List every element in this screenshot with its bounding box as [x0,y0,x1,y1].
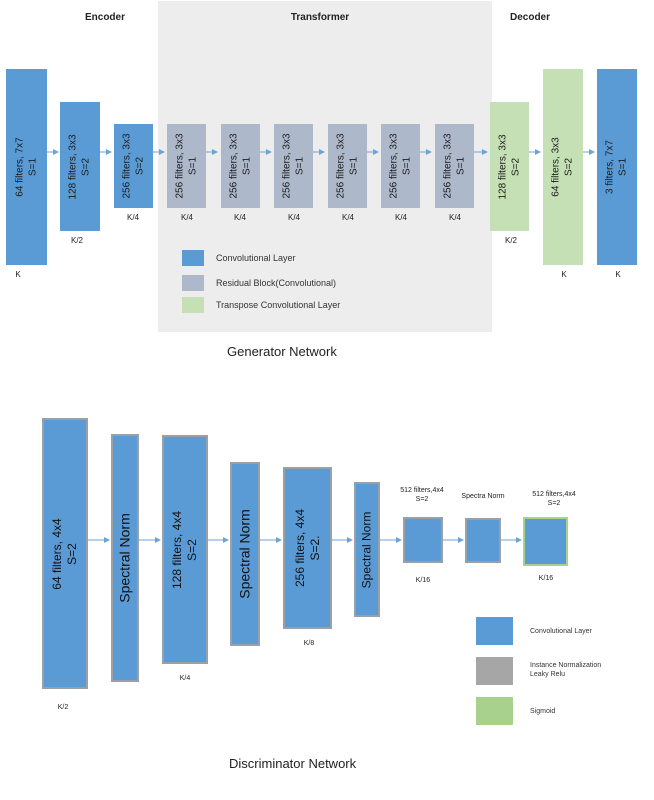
disc-size-label: K/16 [415,577,431,584]
gen-size-label: K/4 [448,213,461,222]
legend-swatch-conv [182,250,204,266]
disc-size-label: K/2 [57,704,69,711]
gen-residual-block-4: 256 filters, 3x3 S=1 [328,124,367,208]
disc-small-filters: 512 filters,4x4 S=2 [521,490,587,508]
disc-block-filters: 64 filters, 4x4 [50,517,64,590]
gen-size-label: K/4 [394,213,407,222]
legend-swatch-residual [182,275,204,291]
gen-size-label: K/4 [341,213,354,222]
disc-spectral-norm-3: Spectral Norm [354,482,380,617]
gen-block-filters: 256 filters, 3x3 [388,133,399,199]
disc-block-stride: S=2 [65,542,79,565]
gen-size-label: K [561,270,567,279]
gen-block-conv-2: 128 filters, 3x3 S=2 [60,102,100,231]
disc-block-conv-4 [403,517,443,563]
gen-block-conv-3: 256 filters, 3x3 S=2 [114,124,153,208]
gen-size-label: K/4 [126,213,139,222]
disc-size-label: K/16 [538,575,554,582]
disc-small-stride: S=2 [547,500,561,508]
gen-block-stride: S=2 [80,157,91,176]
gen-size-label: K [15,270,21,279]
gen-block-stride: S=2 [509,157,521,176]
disc-legend-label-sigmoid: Sigmoid [530,708,556,715]
gen-block-filters: 3 filters, 7x7 [604,140,616,194]
gen-block-stride: S=1 [293,156,305,176]
gen-block-stride: S=2 [133,156,145,176]
disc-block-conv-2: 128 filters, 4x4 S=2 [162,435,208,664]
transformer-label: Transformer [290,12,350,23]
disc-norm-label: Spectral Norm [359,511,374,588]
legend-swatch-transpose [182,297,204,313]
disc-block-filters: 128 filters, 4x4 [170,510,184,589]
gen-transpose-block-1: 128 filters, 3x3 S=2 [490,102,529,231]
disc-size-label: K/8 [303,640,315,647]
disc-legend-swatch-sigmoid [476,697,513,725]
gen-residual-block-6: 256 filters, 3x3 S=1 [435,124,474,208]
gen-block-stride: S=1 [240,156,252,176]
gen-transpose-block-2: 64 filters, 3x3 S=2 [543,69,583,265]
gen-block-filters: 64 filters, 7x7 [14,137,25,197]
disc-legend-swatch-conv [476,617,513,645]
gen-size-label: K/2 [70,236,83,245]
disc-small-filters-line1: 512 filters,4x4 [400,487,444,494]
encoder-label: Encoder [84,12,125,23]
disc-legend-label-conv: Convolutional Layer [530,628,592,635]
disc-block-sigmoid [523,517,568,566]
gen-block-filters: 256 filters, 3x3 [281,133,292,199]
decoder-label: Decoder [509,12,550,23]
disc-size-label: K/4 [179,675,191,682]
disc-legend-label-norm: Instance Normalization Leaky Relu [530,662,602,679]
legend-label-conv: Convolutional Layer [216,253,296,263]
disc-small-norm-label: Spectra Norm [461,493,505,500]
disc-block-conv-3: 256 filters, 4x4 S=2. [283,467,332,629]
gen-residual-block-1: 256 filters, 3x3 S=1 [167,124,206,208]
gen-size-label: K/4 [180,213,193,222]
discriminator-title: Discriminator Network [229,756,357,771]
disc-block-conv-1: 64 filters, 4x4 S=2 [42,418,88,689]
legend-label-residual: Residual Block(Convolutional) [216,278,337,288]
gen-block-conv-1: 64 filters, 7x7 S=1 [6,69,47,265]
disc-spectral-norm-4 [465,518,501,563]
disc-legend-swatch-norm [476,657,513,685]
disc-small-filters: 512 filters,4x4 S=2 [392,486,452,504]
gen-block-stride: S=1 [26,157,38,177]
gen-block-stride: S=1 [347,156,359,176]
gen-block-conv-output: 3 filters, 7x7 S=1 [597,69,637,265]
gen-size-label: K/4 [233,213,246,222]
gen-block-filters: 256 filters, 3x3 [335,133,346,199]
disc-small-filters-line1: 512 filters,4x4 [532,491,576,498]
gen-residual-block-2: 256 filters, 3x3 S=1 [221,124,260,208]
disc-spectral-norm-1: Spectral Norm [111,434,139,682]
disc-block-filters: 256 filters, 4x4 [292,508,307,588]
gen-block-filters: 256 filters, 3x3 [174,133,185,199]
gen-residual-block-5: 256 filters, 3x3 S=1 [381,124,420,208]
gen-block-filters: 256 filters, 3x3 [121,133,132,199]
disc-spectral-norm-2: Spectral Norm [230,462,260,646]
gen-size-label: K [615,270,621,279]
disc-small-stride: S=2 [415,496,429,504]
gen-block-filters: 128 filters, 3x3 [497,133,508,200]
gen-size-label: K/4 [287,213,300,222]
gen-residual-block-3: 256 filters, 3x3 S=1 [274,124,313,208]
gen-size-label: K/2 [504,236,517,245]
gen-block-stride: S=1 [186,156,198,176]
gen-block-stride: S=2 [563,157,574,177]
disc-norm-label: Spectral Norm [236,509,253,599]
disc-block-stride: S=2. [307,535,322,561]
gen-block-filters: 128 filters, 3x3 [67,133,79,200]
gen-block-filters: 256 filters, 3x3 [228,133,239,199]
gen-block-filters: 256 filters, 3x3 [442,133,453,199]
generator-title: Generator Network [227,344,337,359]
legend-label-transpose: Transpose Convolutional Layer [216,300,341,310]
gen-block-stride: S=1 [400,156,412,176]
gen-block-filters: 64 filters, 3x3 [550,137,562,197]
gen-block-stride: S=1 [617,157,628,177]
disc-block-stride: S=2 [185,538,199,561]
disc-norm-label: Spectral Norm [116,513,133,603]
gen-block-stride: S=1 [454,156,466,176]
